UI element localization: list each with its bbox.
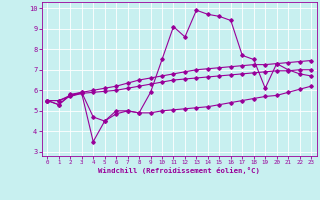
X-axis label: Windchill (Refroidissement éolien,°C): Windchill (Refroidissement éolien,°C) — [98, 167, 260, 174]
